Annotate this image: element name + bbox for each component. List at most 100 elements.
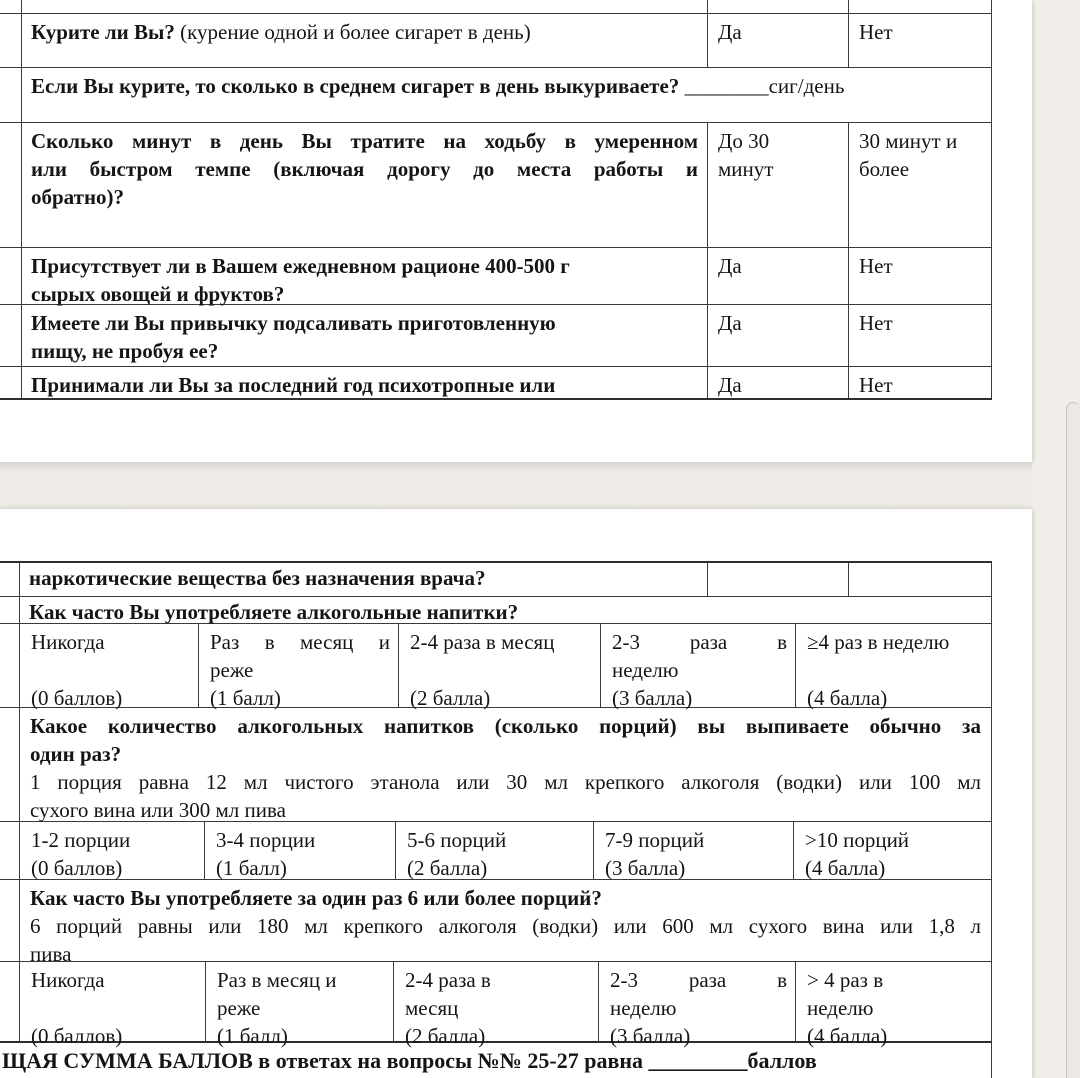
question-cell <box>22 0 707 13</box>
answer-cell <box>707 0 848 13</box>
option-label: реже <box>210 658 254 682</box>
option-cell-2-3-week: 2-3 раза в неделю (3 балла) <box>598 962 795 1048</box>
row-number-cell <box>0 708 20 821</box>
answer-yes-label: Да <box>718 311 742 335</box>
option-cell-monthly-or-less: Раз в месяц и реже (1 балл) <box>198 624 398 710</box>
option-label: 2-3 раза в <box>610 968 787 992</box>
question-note: сухого вина или 300 мл пива <box>30 798 286 822</box>
table-row-total-score: ЩАЯ СУММА БАЛЛОВ в ответах на вопросы №№… <box>0 1043 992 1078</box>
question-text: наркотические вещества без назначения вр… <box>29 566 486 590</box>
option-label: 3-4 порции <box>216 828 316 852</box>
question-note: пива <box>30 942 72 966</box>
option-score: (2 балла) <box>405 1024 486 1048</box>
question-text: Присутствует ли в Вашем ежедневном рацио… <box>31 254 570 278</box>
option-label: Никогда <box>31 630 105 654</box>
answer-label: минут <box>718 157 774 181</box>
question-text-bold: Если Вы курите, то сколько в среднем сиг… <box>31 74 680 98</box>
spacer-line <box>807 656 984 684</box>
option-score: (4 балла) <box>807 686 888 710</box>
table-row-six-portions-options: Никогда (0 баллов) Раз в месяц и реже (1… <box>0 962 992 1048</box>
option-cell-2-4-month: 2-4 раза в месяц (2 балла) <box>393 962 598 1048</box>
option-score: (2 балла) <box>410 686 491 710</box>
question-cell: Как часто Вы употребляете алкогольные на… <box>20 597 991 624</box>
option-score: (1 балл) <box>216 856 287 880</box>
answer-cell-yes: Да <box>707 14 848 67</box>
answer-yes-label: Да <box>718 373 742 397</box>
table-row-partial <box>0 0 992 14</box>
question-text: Какое количество алкогольных напитков (с… <box>30 714 981 738</box>
option-score: (0 баллов) <box>31 856 123 880</box>
option-score: (2 балла) <box>407 856 488 880</box>
table-row-alcohol-frequency: Как часто Вы употребляете алкогольные на… <box>0 597 992 624</box>
option-label: ≥4 раз в неделю <box>807 630 950 654</box>
question-text-bold: Курите ли Вы? <box>31 20 175 44</box>
answer-cell-empty <box>707 563 848 596</box>
question-cell: Курите ли Вы? (курение одной и более сиг… <box>22 14 707 67</box>
question-text: Как часто Вы употребляете алкогольные на… <box>29 600 519 624</box>
question-text: пищу, не пробуя ее? <box>31 339 219 363</box>
question-note: 6 порций равны или 180 мл крепкого алког… <box>30 914 981 938</box>
answer-label: более <box>859 157 910 181</box>
option-cell-never: Никогда (0 баллов) <box>20 962 205 1048</box>
option-label: Никогда <box>31 968 105 992</box>
question-cell: Какое количество алкогольных напитков (с… <box>20 708 991 822</box>
option-cell-1-2: 1-2 порции (0 баллов) <box>20 822 204 880</box>
row-number-cell <box>0 962 20 1041</box>
answer-cell-no: Нет <box>848 367 991 398</box>
spacer-line <box>31 656 190 684</box>
question-text: сырых овощей и фруктов? <box>31 282 285 306</box>
table-row-psychotropics-continued: наркотические вещества без назначения вр… <box>0 561 992 597</box>
answer-cell-no: Нет <box>848 248 991 304</box>
answer-cell-over30: 30 минут и более <box>848 123 991 247</box>
option-label: 2-4 раза в <box>405 968 491 992</box>
page-gap <box>0 462 1032 509</box>
row-number-cell <box>0 624 20 707</box>
option-cell-5-6: 5-6 порций (2 балла) <box>395 822 593 880</box>
answer-no-label: Нет <box>859 20 893 44</box>
answer-cell <box>848 0 991 13</box>
option-label: неделю <box>807 996 874 1020</box>
question-text: один раз? <box>30 742 122 766</box>
option-cell-2-3-week: 2-3 раза в неделю (3 балла) <box>600 624 795 710</box>
question-cell: наркотические вещества без назначения вр… <box>20 563 707 596</box>
question-text: Принимали ли Вы за последний год психотр… <box>31 373 556 397</box>
option-cell-4plus-week: ≥4 раз в неделю (4 балла) <box>795 624 992 710</box>
option-cell-monthly-or-less: Раз в месяц и реже (1 балл) <box>205 962 393 1048</box>
answer-yes-label: Да <box>718 254 742 278</box>
option-label: неделю <box>612 658 679 682</box>
question-cell: Присутствует ли в Вашем ежедневном рацио… <box>22 248 707 306</box>
option-score: (1 балл) <box>210 686 281 710</box>
row-number-cell <box>0 123 22 247</box>
table-row-portions-question: Какое количество алкогольных напитков (с… <box>0 708 992 822</box>
table-row-portions-options: 1-2 порции (0 баллов) 3-4 порции (1 балл… <box>0 822 992 880</box>
option-cell-3-4: 3-4 порции (1 балл) <box>204 822 395 880</box>
question-text-note: (курение одной и более сигарет в день) <box>174 20 531 44</box>
question-cell: Имеете ли Вы привычку подсаливать пригот… <box>22 305 707 366</box>
answer-cell-no: Нет <box>848 305 991 366</box>
question-note: 1 порция равна 12 мл чистого этанола или… <box>30 770 981 794</box>
answer-label: 30 минут и <box>859 129 958 153</box>
table-row-salt: Имеете ли Вы привычку подсаливать пригот… <box>0 305 992 367</box>
option-label: 7-9 порций <box>605 828 705 852</box>
answer-cell-yes: Да <box>707 305 848 366</box>
fill-in-blank: ________сиг/день <box>679 74 845 98</box>
table-row-walking: Сколько минут в день Вы тратите на ходьб… <box>0 123 992 248</box>
scrollbar-thumb[interactable] <box>1066 402 1080 1078</box>
option-score: (4 балла) <box>807 1024 888 1048</box>
page-2: наркотические вещества без назначения вр… <box>0 509 1032 1078</box>
row-number-cell <box>0 597 20 623</box>
answer-no-label: Нет <box>859 311 893 335</box>
question-cell: Сколько минут в день Вы тратите на ходьб… <box>22 123 707 247</box>
table-row-six-portions-question: Как часто Вы употребляете за один раз 6 … <box>0 880 992 966</box>
question-cell: Как часто Вы употребляете за один раз 6 … <box>20 880 991 966</box>
row-number-cell <box>0 248 22 304</box>
table-row-vegetables: Присутствует ли в Вашем ежедневном рацио… <box>0 248 992 306</box>
option-cell-10plus: >10 порций (4 балла) <box>793 822 992 880</box>
table-row-frequency-options: Никогда (0 баллов) Раз в месяц и реже (1… <box>0 624 992 710</box>
question-text: Как часто Вы употребляете за один раз 6 … <box>30 886 602 910</box>
row-number-cell <box>0 68 22 122</box>
option-label: 5-6 порций <box>407 828 507 852</box>
table-row-cigarettes-count: Если Вы курите, то сколько в среднем сиг… <box>0 68 992 123</box>
option-cell-4plus: > 4 раз в неделю (4 балла) <box>795 962 992 1048</box>
